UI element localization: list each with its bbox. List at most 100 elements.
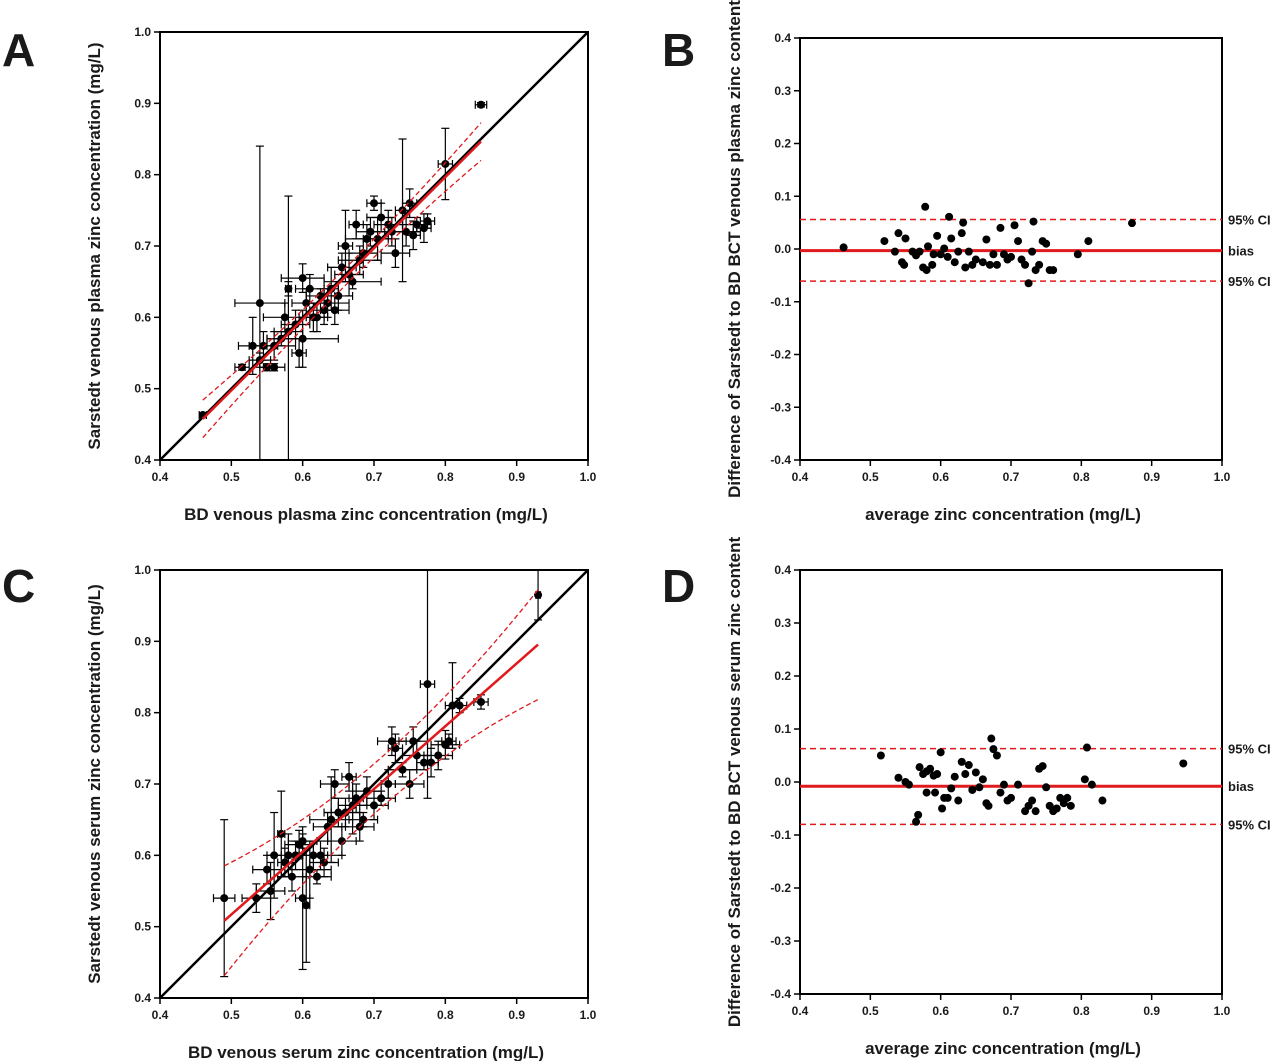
- y-tick-label: 0.8: [134, 706, 151, 720]
- regression-ci-upper: [223, 589, 539, 867]
- data-point: [412, 220, 421, 229]
- data-point: [989, 250, 998, 259]
- data-point: [280, 313, 289, 322]
- data-point: [327, 815, 336, 824]
- data-point: [534, 590, 543, 599]
- y-tick-label: 0.7: [134, 239, 151, 253]
- data-point: [922, 266, 931, 275]
- x-tick-label: 0.8: [1073, 1004, 1090, 1018]
- data-point: [1042, 239, 1051, 248]
- data-point: [270, 363, 279, 372]
- data-point: [238, 363, 247, 372]
- y-axis-title: Sarstedt venous serum zinc concentration…: [85, 584, 104, 984]
- data-point: [1024, 279, 1033, 288]
- data-point: [252, 894, 261, 903]
- data-point: [1179, 759, 1188, 768]
- data-point: [957, 229, 966, 238]
- x-axis-title: average zinc concentration (mg/L): [865, 505, 1141, 524]
- x-tick-label: 0.9: [508, 1008, 525, 1022]
- data-point: [373, 234, 382, 243]
- data-point: [890, 247, 899, 256]
- plot-area: [800, 202, 1222, 288]
- x-tick-label: 0.6: [294, 1008, 311, 1022]
- data-point: [1031, 807, 1040, 816]
- data-point: [270, 341, 279, 350]
- x-tick-label: 0.6: [932, 1004, 949, 1018]
- data-point: [255, 299, 264, 308]
- y-tick-label: 0.6: [134, 310, 151, 324]
- data-point: [405, 199, 414, 208]
- data-point: [377, 794, 386, 803]
- y-axis-title: Difference of Sarstedt to BD BCT venous …: [725, 0, 744, 498]
- plot-area: [160, 570, 588, 998]
- y-tick-label: 0.1: [774, 722, 791, 736]
- x-axis-title: BD venous plasma zinc concentration (mg/…: [184, 505, 548, 524]
- data-point: [1028, 796, 1037, 805]
- y-tick-label: -0.1: [770, 295, 791, 309]
- chart-panel-a: 0.4 0.5 0.6 0.7 0.8 0.9 1.0 0.4 0.5 0.6 0.7 0.8 0.9 1…: [85, 25, 597, 524]
- data-point: [1084, 237, 1093, 246]
- data-point: [999, 780, 1008, 789]
- data-point: [1098, 796, 1107, 805]
- data-point: [940, 244, 949, 253]
- upper-ci-label: 95% CI: [1228, 212, 1271, 227]
- y-tick-label: 0.5: [134, 382, 151, 396]
- data-point: [975, 783, 984, 792]
- data-point: [968, 785, 977, 794]
- data-point: [287, 872, 296, 881]
- data-point: [398, 206, 407, 215]
- x-tick-label: 0.5: [223, 1008, 240, 1022]
- lower-ci-label: 95% CI: [1228, 817, 1271, 832]
- data-point: [929, 250, 938, 259]
- data-point: [1021, 260, 1030, 269]
- data-point: [337, 263, 346, 272]
- panel-label-c: C: [2, 560, 35, 612]
- x-tick-label: 0.8: [1073, 470, 1090, 484]
- data-point: [926, 764, 935, 773]
- data-point: [971, 255, 980, 264]
- x-tick-label: 0.5: [862, 1004, 879, 1018]
- x-tick-label: 0.9: [508, 470, 525, 484]
- data-point: [985, 260, 994, 269]
- x-tick-label: 0.4: [152, 470, 169, 484]
- data-point: [284, 851, 293, 860]
- data-point: [448, 701, 457, 710]
- data-point: [316, 851, 325, 860]
- data-point: [298, 334, 307, 343]
- data-point: [1042, 783, 1051, 792]
- x-tick-label: 0.8: [437, 1008, 454, 1022]
- identity-line: [160, 570, 588, 998]
- data-point: [961, 770, 970, 779]
- chart-panel-b: 0.4 0.5 0.6 0.7 0.8 0.9 1.0 -0.4 -0.3 -0.2 -0.1 0.0…: [725, 0, 1271, 524]
- data-point: [337, 837, 346, 846]
- data-point: [945, 212, 954, 221]
- regression-line: [223, 643, 539, 922]
- data-point: [263, 865, 271, 874]
- y-tick-label: 0.8: [134, 168, 151, 182]
- data-point: [982, 235, 991, 244]
- data-point: [352, 794, 361, 803]
- y-tick-label: 0.7: [134, 777, 151, 791]
- data-point: [370, 801, 378, 810]
- x-tick-label: 0.5: [223, 470, 240, 484]
- x-tick-label: 0.8: [437, 470, 454, 484]
- panel-label-b: B: [662, 24, 695, 76]
- data-point: [391, 744, 400, 753]
- data-point: [1063, 793, 1072, 802]
- data-point: [444, 737, 453, 746]
- data-point: [359, 815, 368, 824]
- x-tick-label: 0.4: [792, 470, 809, 484]
- data-point: [1127, 219, 1136, 228]
- data-point: [291, 320, 300, 329]
- y-tick-label: 0.2: [774, 137, 791, 151]
- data-point: [398, 765, 407, 774]
- y-tick-label: -0.4: [770, 987, 791, 1001]
- y-tick-label: -0.3: [770, 934, 791, 948]
- x-tick-label: 0.5: [862, 470, 879, 484]
- data-point: [248, 341, 257, 350]
- x-tick-label: 0.7: [1003, 1004, 1020, 1018]
- data-point: [914, 810, 923, 819]
- data-point: [284, 327, 293, 336]
- data-point: [1007, 252, 1015, 261]
